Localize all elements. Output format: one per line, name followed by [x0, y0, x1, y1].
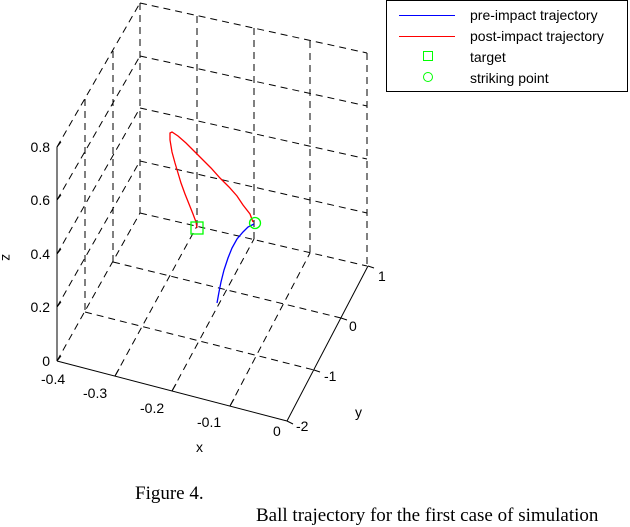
red-line-icon	[399, 36, 455, 37]
target-marker	[190, 221, 204, 235]
z-tick-label: 0.2	[31, 299, 51, 315]
y-tick-label: 1	[378, 268, 386, 284]
y-tick-label: -2	[296, 418, 309, 434]
x-axis-label: x	[196, 439, 203, 455]
legend-label: pre-impact trajectory	[470, 7, 598, 23]
blue-line-icon	[399, 15, 455, 16]
y-tick-labels: -2 -1 0 1	[296, 268, 386, 434]
floor-grid	[84, 212, 368, 407]
axes-lines	[56, 141, 375, 425]
back-wall-grid	[139, 2, 368, 266]
y-axis-label: y	[355, 404, 362, 420]
circle-marker-icon	[423, 72, 433, 82]
z-tick-label: 0.4	[31, 246, 51, 262]
square-marker-icon	[423, 51, 433, 61]
x-tick-labels: -0.4 -0.3 -0.2 -0.1 0	[41, 371, 281, 439]
legend: pre-impact trajectory post-impact trajec…	[386, 0, 628, 92]
legend-item-post-impact: post-impact trajectory	[387, 27, 627, 47]
legend-item-target: target	[387, 48, 627, 68]
z-tick-label: 0.8	[31, 139, 51, 155]
3d-plot: 0.8 0.6 0.4 0.2 0 z -0.4 -0.3 -0.2 -0.1 …	[0, 2, 386, 455]
z-axis-label: z	[0, 254, 15, 261]
figure-caption-text: Ball trajectory for the first case of si…	[256, 505, 599, 526]
figure-number: Figure 4.	[135, 483, 204, 504]
legend-label: target	[470, 49, 506, 65]
x-tick-label: -0.4	[41, 371, 65, 387]
legend-item-striking-point: striking point	[387, 69, 627, 89]
figure-caption: Figure 4. Ball trajectory for the first …	[0, 461, 630, 527]
x-tick-label: -0.2	[140, 400, 164, 416]
legend-label: post-impact trajectory	[470, 28, 604, 44]
legend-label: striking point	[470, 70, 549, 86]
x-tick-label: -0.1	[197, 414, 221, 430]
legend-item-pre-impact: pre-impact trajectory	[387, 6, 627, 26]
pre-impact-trajectory-line	[216, 223, 255, 304]
z-tick-labels: 0.8 0.6 0.4 0.2 0	[31, 139, 51, 369]
z-tick-label: 0	[42, 353, 50, 369]
y-tick-label: -1	[324, 368, 337, 384]
y-tick-label: 0	[349, 318, 357, 334]
x-tick-label: 0	[273, 423, 281, 439]
post-impact-trajectory-line	[169, 131, 254, 229]
striking-point-marker	[248, 216, 262, 230]
z-tick-label: 0.6	[31, 192, 51, 208]
x-tick-label: -0.3	[83, 385, 107, 401]
left-wall-grid	[56, 2, 141, 362]
y-axis	[286, 265, 369, 422]
